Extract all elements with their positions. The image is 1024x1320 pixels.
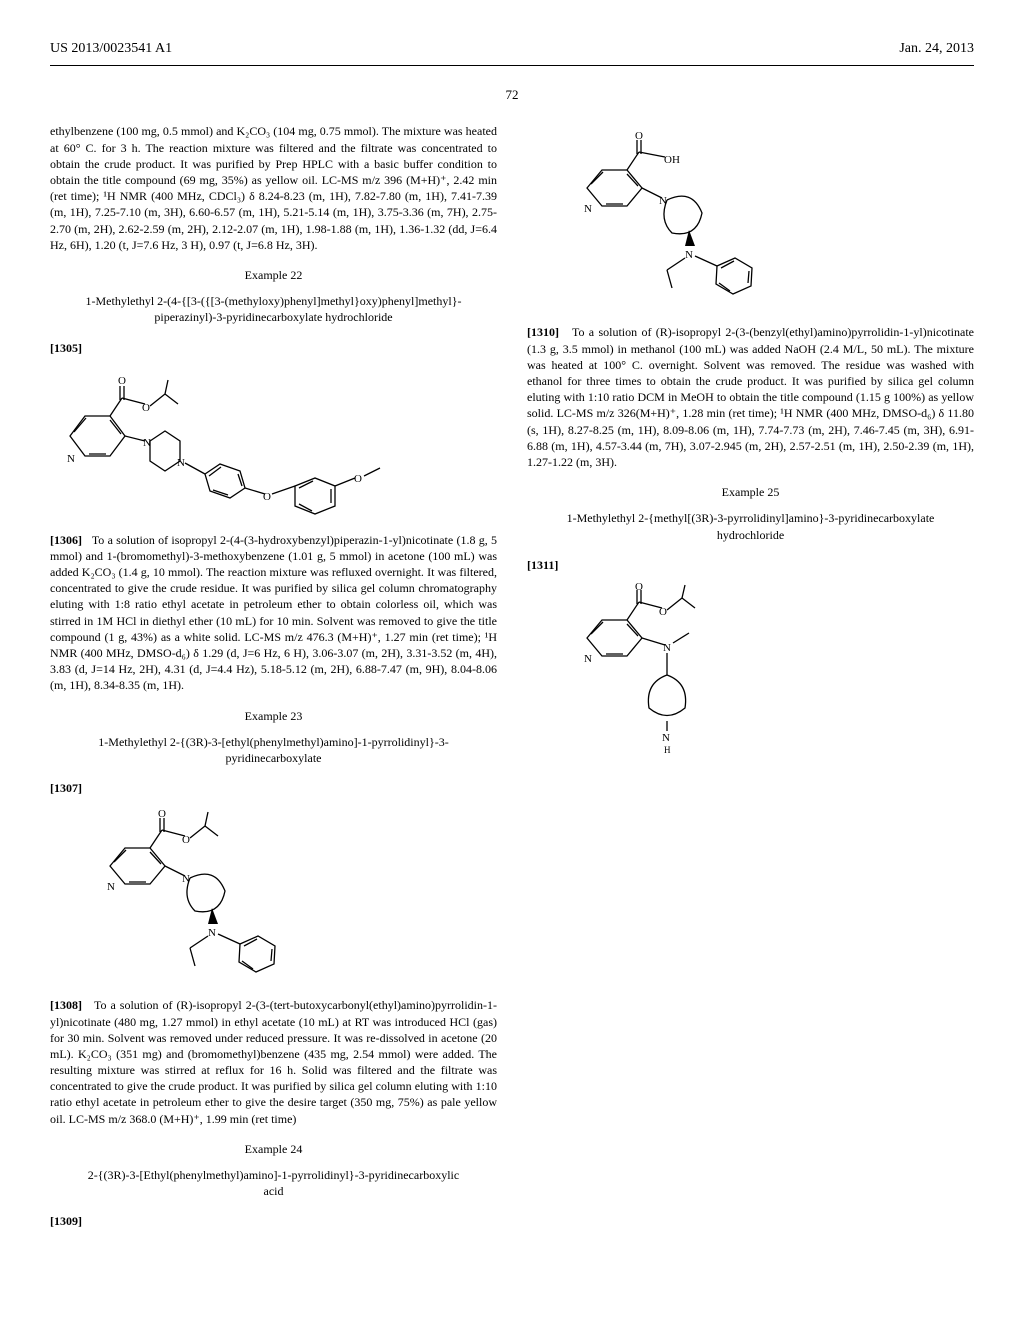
chemical-structure-24: N O OH N N (527, 123, 974, 308)
example-label: Example 22 (50, 267, 497, 283)
para-num: [1307] (50, 781, 82, 795)
example-label: Example 23 (50, 708, 497, 724)
paragraph-number: [1305] (50, 340, 497, 356)
page-number: 72 (50, 86, 974, 104)
para-num: [1308] (50, 998, 82, 1012)
para-num: [1306] (50, 533, 82, 547)
svg-text:N: N (584, 203, 592, 215)
compound-title: 1-Methylethyl 2-{methyl[(3R)-3-pyrrolidi… (561, 510, 941, 542)
chemical-structure-22: N O O N N (50, 366, 497, 516)
svg-text:O: O (659, 606, 667, 618)
svg-text:N: N (663, 642, 671, 654)
svg-text:OH: OH (664, 154, 680, 166)
example-label: Example 24 (50, 1141, 497, 1157)
compound-title: 1-Methylethyl 2-(4-{[3-({[3-(methyloxy)p… (84, 293, 464, 325)
svg-text:O: O (263, 491, 271, 503)
svg-text:O: O (354, 473, 362, 485)
compound-title: 1-Methylethyl 2-{(3R)-3-[ethyl(phenylmet… (84, 734, 464, 766)
para-num: [1311] (527, 558, 558, 572)
svg-text:O: O (635, 130, 643, 142)
paragraph: ethylbenzene (100 mg, 0.5 mmol) and K₂CO… (50, 123, 497, 253)
para-text: To a solution of (R)-isopropyl 2-(3-(ter… (50, 998, 497, 1125)
publication-number: US 2013/0023541 A1 (50, 40, 172, 59)
svg-text:N: N (685, 249, 693, 261)
compound-title: 2-{(3R)-3-[Ethyl(phenylmethyl)amino]-1-p… (84, 1167, 464, 1199)
paragraph: [1306] To a solution of isopropyl 2-(4-(… (50, 532, 497, 694)
two-column-body: ethylbenzene (100 mg, 0.5 mmol) and K₂CO… (50, 123, 974, 1253)
para-num: [1310] (527, 325, 559, 339)
svg-text:N: N (584, 653, 592, 665)
para-text: To a solution of (R)-isopropyl 2-(3-(ben… (527, 325, 974, 469)
svg-text:N: N (107, 881, 115, 893)
para-num: [1305] (50, 341, 82, 355)
paragraph-number: [1311] (527, 557, 974, 573)
paragraph-number: [1307] (50, 780, 497, 796)
svg-text:H: H (664, 745, 671, 755)
chemical-structure-25: N O O N N H (527, 583, 974, 758)
svg-text:O: O (635, 583, 643, 593)
paragraph-number: [1309] (50, 1213, 497, 1229)
publication-date: Jan. 24, 2013 (899, 40, 974, 59)
para-text: To a solution of isopropyl 2-(4-(3-hydro… (50, 533, 497, 693)
svg-text:O: O (158, 808, 166, 820)
svg-text:N: N (177, 457, 185, 469)
svg-text:O: O (182, 834, 190, 846)
svg-text:N: N (208, 927, 216, 939)
example-label: Example 25 (527, 484, 974, 500)
svg-text:N: N (662, 732, 670, 744)
page-header: US 2013/0023541 A1 Jan. 24, 2013 (50, 40, 974, 59)
chemical-structure-23: N O O N N (50, 806, 497, 981)
paragraph: [1308] To a solution of (R)-isopropyl 2-… (50, 997, 497, 1127)
svg-text:N: N (67, 453, 75, 465)
para-num: [1309] (50, 1214, 82, 1228)
svg-text:O: O (142, 402, 150, 414)
paragraph: [1310] To a solution of (R)-isopropyl 2-… (527, 324, 974, 470)
header-rule (50, 65, 974, 66)
svg-text:O: O (118, 375, 126, 387)
